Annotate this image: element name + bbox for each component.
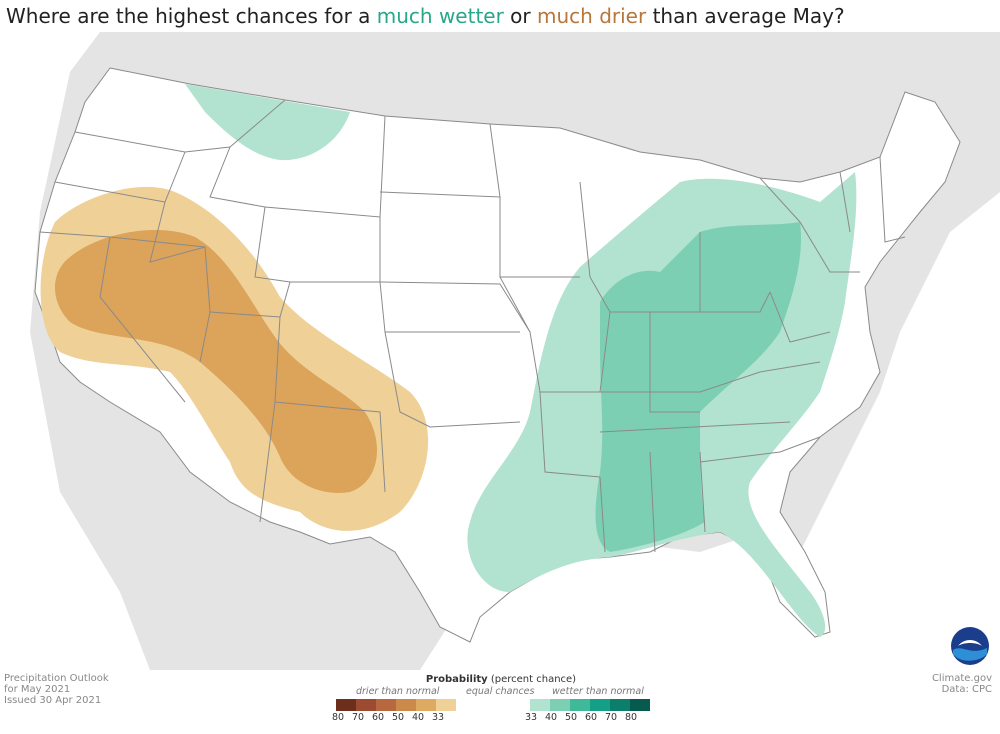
legend-tick-wetter: 80: [624, 712, 638, 723]
legend-tick-drier: 40: [411, 712, 425, 723]
page-title: Where are the highest chances for a much…: [6, 4, 845, 28]
legend-swatch-drier: [336, 699, 356, 711]
legend-ticks: 80 70 60 50 40 33 33 40 50 60 70 80: [332, 711, 666, 723]
legend-tick-drier: 60: [371, 712, 385, 723]
title-suffix: than average May?: [646, 4, 845, 28]
caption-line-3: Issued 30 Apr 2021: [4, 695, 102, 706]
precipitation-map: [0, 32, 1000, 670]
pacific-ocean: [0, 32, 150, 670]
drier-region-40-50: [55, 229, 377, 493]
noaa-logo-bird: [958, 640, 982, 646]
legend-title-rest: (percent chance): [487, 674, 577, 685]
legend-tick-drier: 80: [331, 712, 345, 723]
credit-line-2: Data: CPC: [941, 684, 992, 695]
legend-swatch-wetter: [570, 699, 590, 711]
legend-swatch-drier: [416, 699, 436, 711]
legend-tick-drier: 50: [391, 712, 405, 723]
legend-swatch-wetter: [530, 699, 550, 711]
noaa-logo: [950, 626, 990, 666]
legend-swatch-wetter: [630, 699, 650, 711]
credit: Climate.gov Data: CPC: [932, 673, 992, 695]
legend-swatch-equal: [456, 699, 530, 711]
atlantic-ocean: [800, 192, 1000, 670]
legend-tick-wetter: 40: [544, 712, 558, 723]
noaa-logo-wave: [953, 648, 987, 661]
state-borders: [39, 99, 906, 553]
legend-tick-wetter: 60: [584, 712, 598, 723]
legend-tick-wetter: 33: [524, 712, 538, 723]
legend-tick-wetter: 70: [604, 712, 618, 723]
legend-swatch-wetter: [550, 699, 570, 711]
legend-swatch-wetter: [610, 699, 630, 711]
legend-swatch-drier: [376, 699, 396, 711]
title-middle: or: [503, 4, 538, 28]
legend-swatch-drier: [396, 699, 416, 711]
legend-swatch-drier: [436, 699, 456, 711]
caption-line-2: for May 2021: [4, 684, 71, 695]
legend-swatch-drier: [356, 699, 376, 711]
map-caption: Precipitation Outlook for May 2021 Issue…: [4, 673, 109, 706]
legend-drier-label: drier than normal: [356, 686, 440, 697]
probability-legend: Probability (percent chance) drier than …: [332, 674, 666, 723]
title-prefix: Where are the highest chances for a: [6, 4, 377, 28]
wetter-region-montana: [185, 84, 350, 161]
legend-categories: drier than normal equal chances wetter t…: [336, 685, 666, 697]
legend-tick-drier: 70: [351, 712, 365, 723]
legend-equal-label: equal chances: [466, 686, 535, 697]
caption-line-1: Precipitation Outlook: [4, 673, 109, 684]
legend-swatches: [336, 699, 666, 711]
legend-tick-wetter: 50: [564, 712, 578, 723]
legend-title: Probability (percent chance): [336, 674, 666, 685]
title-wetter: much wetter: [376, 4, 504, 28]
legend-tick-drier: 33: [431, 712, 445, 723]
wetter-region-40-50: [595, 222, 801, 552]
legend-swatch-wetter: [590, 699, 610, 711]
legend-title-bold: Probability: [425, 674, 488, 685]
credit-line-1: Climate.gov: [931, 673, 992, 684]
legend-wetter-label: wetter than normal: [552, 686, 644, 697]
title-drier: much drier: [537, 4, 647, 28]
